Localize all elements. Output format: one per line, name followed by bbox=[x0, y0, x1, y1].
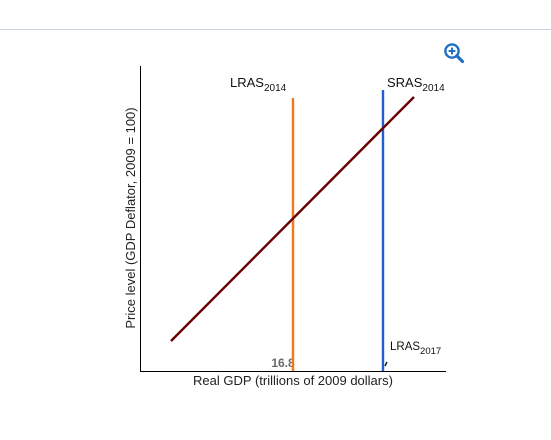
divider bbox=[0, 29, 551, 30]
sras-2014-label-sub: 2014 bbox=[422, 83, 445, 94]
lras-2014-label: LRAS2014 bbox=[230, 75, 287, 94]
lras-2017-label-main: LRAS bbox=[390, 341, 420, 353]
lras-2014-label-main: LRAS bbox=[230, 75, 264, 90]
sras-2014-label-main: SRAS bbox=[387, 75, 423, 90]
lras-2014-label-sub: 2014 bbox=[264, 83, 287, 94]
zoom-in-icon bbox=[444, 43, 465, 64]
x-axis-label: Real GDP (trillions of 2009 dollars) bbox=[193, 373, 393, 388]
lras-2017-marker bbox=[384, 361, 388, 367]
lras-2017-label-sub: 2017 bbox=[420, 346, 441, 357]
x-tick-label: 16.8 bbox=[271, 356, 295, 370]
zoom-in-button[interactable] bbox=[443, 42, 465, 64]
sras-2014-line bbox=[170, 96, 415, 342]
lras-2017-label: LRAS2017 bbox=[390, 341, 441, 357]
sras-2014-label: SRAS2014 bbox=[387, 75, 445, 94]
y-axis-label: Price level (GDP Deflator, 2009 = 100) bbox=[123, 107, 138, 328]
